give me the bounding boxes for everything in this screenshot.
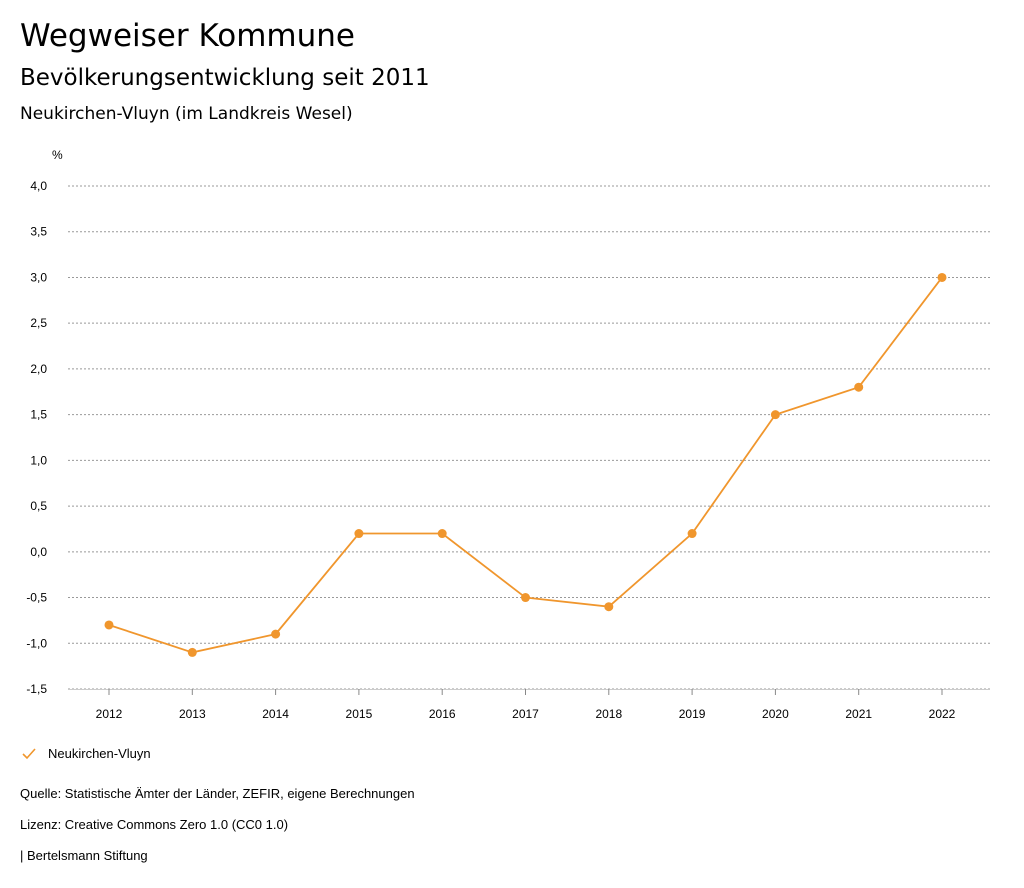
y-tick-label: 2,5 (30, 316, 47, 330)
app-title: Wegweiser Kommune (20, 18, 355, 54)
data-point[interactable] (687, 529, 697, 539)
x-tick-label: 2020 (762, 707, 789, 721)
x-tick-label: 2017 (512, 707, 539, 721)
x-tick-label: 2021 (845, 707, 872, 721)
data-point[interactable] (854, 382, 864, 392)
legend-label: Neukirchen-Vluyn (48, 746, 151, 761)
chart-title: Bevölkerungsentwicklung seit 2011 (20, 65, 430, 91)
line-chart: % 4,0 3,5 3,0 2,5 2,0 1,5 1,0 0,5 0,0 -0,5 -1,0 -1,… (26, 148, 990, 721)
y-tick-label: -1,0 (26, 636, 47, 650)
check-icon (22, 747, 36, 759)
x-tick-label: 2019 (679, 707, 706, 721)
y-tick-label: 1,5 (30, 408, 47, 422)
y-tick-label: 0,5 (30, 499, 47, 513)
data-point[interactable] (354, 529, 364, 539)
y-tick-label: -0,5 (26, 591, 47, 605)
y-tick-label: 4,0 (30, 179, 47, 193)
y-tick-label: 3,0 (30, 270, 47, 284)
legend-item[interactable]: Neukirchen-Vluyn (22, 746, 151, 761)
x-tick-label: 2022 (929, 707, 956, 721)
data-point[interactable] (604, 602, 614, 612)
data-point[interactable] (187, 647, 197, 657)
y-tick-label: -1,5 (26, 682, 47, 696)
data-point[interactable] (271, 629, 281, 639)
brand-note: | Bertelsmann Stiftung (20, 848, 148, 863)
y-tick-label: 1,0 (30, 453, 47, 467)
license-note: Lizenz: Creative Commons Zero 1.0 (CC0 1… (20, 817, 289, 832)
data-point[interactable] (521, 593, 530, 603)
x-tick-label: 2016 (429, 707, 456, 721)
data-point[interactable] (770, 410, 780, 420)
y-tick-label: 0,0 (30, 545, 47, 559)
y-axis-label: % (52, 148, 63, 162)
x-tick-label: 2018 (595, 707, 622, 721)
x-tick-label: 2015 (346, 707, 373, 721)
chart-subtitle: Neukirchen-Vluyn (im Landkreis Wesel) (20, 104, 353, 124)
data-point[interactable] (437, 529, 447, 539)
data-point[interactable] (937, 272, 947, 282)
source-note: Quelle: Statistische Ämter der Länder, Z… (20, 786, 415, 801)
y-tick-label: 3,5 (30, 225, 47, 239)
x-tick-label: 2012 (96, 707, 123, 721)
x-tick-label: 2013 (179, 707, 206, 721)
data-point[interactable] (104, 620, 114, 630)
y-tick-label: 2,0 (30, 362, 47, 376)
x-tick-label: 2014 (262, 707, 289, 721)
